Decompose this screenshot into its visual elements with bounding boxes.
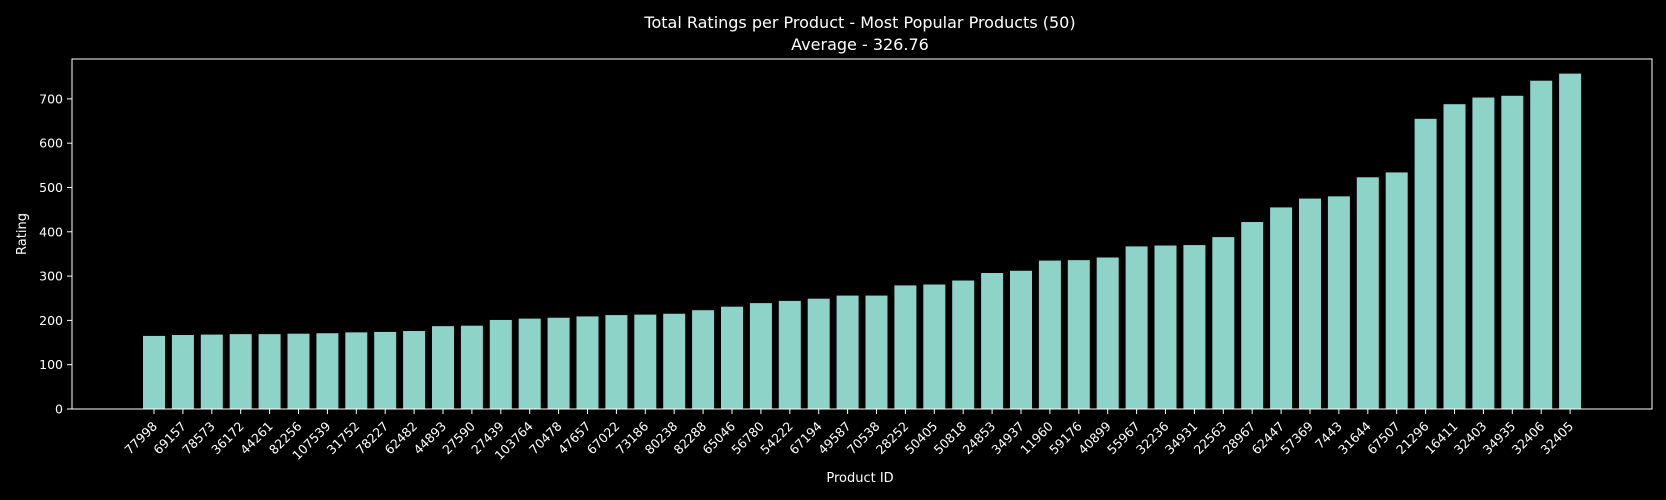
- y-tick-label: 500: [39, 180, 63, 195]
- chart-title: Total Ratings per Product - Most Popular…: [643, 13, 1075, 32]
- bar-78573: [200, 334, 223, 409]
- bar-80238: [663, 313, 686, 409]
- bar-54222: [778, 300, 801, 409]
- y-tick-label: 0: [55, 402, 63, 417]
- plot-frame: [71, 58, 1653, 410]
- bar-31752: [345, 332, 368, 409]
- x-axis-label: Product ID: [826, 471, 893, 486]
- bar-47657: [576, 316, 599, 409]
- bar-67507: [1385, 172, 1408, 409]
- bar-36172: [229, 334, 252, 409]
- bar-28967: [1241, 222, 1264, 409]
- bar-32403: [1472, 97, 1495, 409]
- bar-55967: [1125, 246, 1148, 409]
- bar-59176: [1067, 260, 1090, 409]
- y-axis-label: Rating: [15, 213, 30, 255]
- y-axis-ticks: 0 100 200 300 400 500 600 700: [39, 91, 72, 417]
- bar-82288: [692, 310, 715, 409]
- bar-31644: [1356, 177, 1379, 409]
- bar-44261: [258, 334, 281, 409]
- bar-73186: [634, 314, 657, 409]
- bar-32405: [1559, 73, 1582, 410]
- bar-49587: [836, 295, 859, 409]
- bar-28252: [894, 285, 917, 409]
- bar-16411: [1443, 104, 1466, 409]
- bar-24853: [981, 272, 1004, 409]
- bar-62482: [403, 331, 426, 409]
- bar-107539: [316, 333, 339, 409]
- bar-21296: [1414, 118, 1437, 409]
- bar-32406: [1530, 80, 1553, 410]
- bar-32236: [1154, 245, 1177, 409]
- bar-50405: [923, 284, 946, 409]
- chart-subtitle: Average - 326.76: [791, 35, 929, 54]
- bar-50818: [952, 280, 975, 409]
- y-tick-label: 700: [39, 91, 63, 106]
- bar-67022: [605, 315, 628, 409]
- bar-11960: [1038, 260, 1061, 409]
- bar-77998: [143, 335, 165, 409]
- bar-57369: [1299, 198, 1321, 409]
- bar-65046: [721, 306, 743, 409]
- bar-27439: [489, 319, 512, 409]
- y-tick-label: 600: [39, 136, 63, 151]
- bar-44893: [432, 326, 454, 409]
- bar-7443: [1327, 196, 1350, 409]
- bar-40899: [1096, 257, 1119, 409]
- y-tick-label: 100: [39, 357, 63, 372]
- bar-22563: [1212, 237, 1235, 409]
- bar-78227: [374, 331, 397, 409]
- bar-34937: [1010, 270, 1032, 409]
- y-tick-label: 300: [39, 269, 63, 284]
- bars-group: [143, 73, 1582, 410]
- bar-62447: [1270, 207, 1293, 409]
- bar-70538: [865, 295, 888, 409]
- bar-34931: [1183, 245, 1206, 409]
- y-tick-label: 200: [39, 313, 63, 328]
- bar-82256: [287, 333, 310, 409]
- bar-103764: [518, 318, 541, 409]
- y-tick-label: 400: [39, 224, 63, 239]
- bar-67194: [807, 298, 830, 409]
- bar-27590: [460, 325, 483, 409]
- bar-56780: [749, 303, 772, 409]
- bar-69157: [171, 335, 194, 409]
- bar-34935: [1501, 95, 1524, 410]
- bar-70478: [547, 317, 570, 409]
